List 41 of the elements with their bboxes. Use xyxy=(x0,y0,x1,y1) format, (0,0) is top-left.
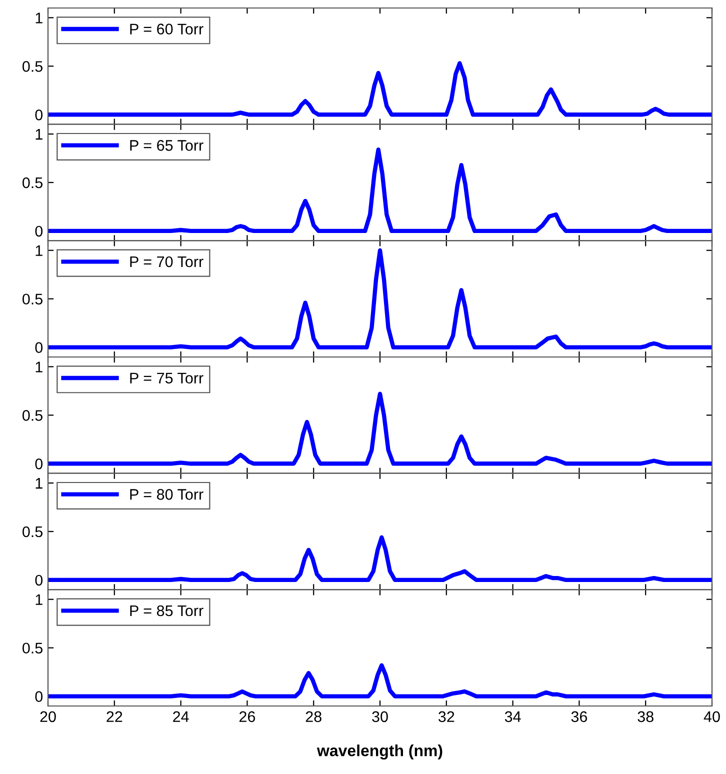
legend-label: P = 70 Torr xyxy=(130,256,204,268)
y-tick-label: 1 xyxy=(36,594,42,605)
y-tick-label: 0 xyxy=(35,110,43,120)
y-tick-label: 1 xyxy=(36,362,42,372)
x-tick-label: 32 xyxy=(438,711,454,722)
legend-label: P = 85 Torr xyxy=(130,605,204,616)
x-axis-title: wavelength (nm) xyxy=(316,744,442,760)
x-tick-label: 36 xyxy=(571,711,588,722)
y-tick-label: 0 xyxy=(35,691,43,702)
y-tick-label: 1 xyxy=(36,12,42,24)
y-tick-label: 0 xyxy=(35,226,43,237)
y-tick-label: 0.5 xyxy=(22,177,42,188)
line-series xyxy=(48,535,712,582)
x-tick-label: 38 xyxy=(638,711,654,722)
x-tick-label: 20 xyxy=(40,711,56,722)
legend-label: P = 75 Torr xyxy=(130,372,204,384)
y-tick-label: 1 xyxy=(36,245,42,256)
line-series xyxy=(48,61,712,117)
line-series xyxy=(48,248,712,350)
x-tick-label: 30 xyxy=(372,711,388,722)
y-tick-label: 0.5 xyxy=(22,642,42,654)
y-tick-label: 0 xyxy=(35,342,43,353)
legend-label: P = 65 Torr xyxy=(130,140,204,151)
y-tick-label: 0.5 xyxy=(22,294,42,305)
y-tick-label: 1 xyxy=(36,129,42,140)
x-tick-label: 26 xyxy=(239,711,256,722)
y-tick-label: 0.5 xyxy=(22,410,42,421)
x-tick-label: 34 xyxy=(504,711,521,722)
y-tick-label: 0.5 xyxy=(22,526,42,538)
x-tick-label: 22 xyxy=(106,711,122,722)
legend-label: P = 80 Torr xyxy=(130,489,204,500)
y-tick-label: 0 xyxy=(35,574,43,586)
line-series xyxy=(48,663,712,698)
y-tick-label: 1 xyxy=(36,478,42,489)
x-tick-label: 24 xyxy=(173,711,189,722)
legend-label: P = 60 Torr xyxy=(130,24,204,34)
line-series xyxy=(48,392,712,466)
x-tick-label: 28 xyxy=(306,711,322,722)
y-tick-label: 0 xyxy=(35,458,43,470)
x-tick-label: 40 xyxy=(704,711,720,722)
y-tick-label: 0.5 xyxy=(22,61,42,72)
